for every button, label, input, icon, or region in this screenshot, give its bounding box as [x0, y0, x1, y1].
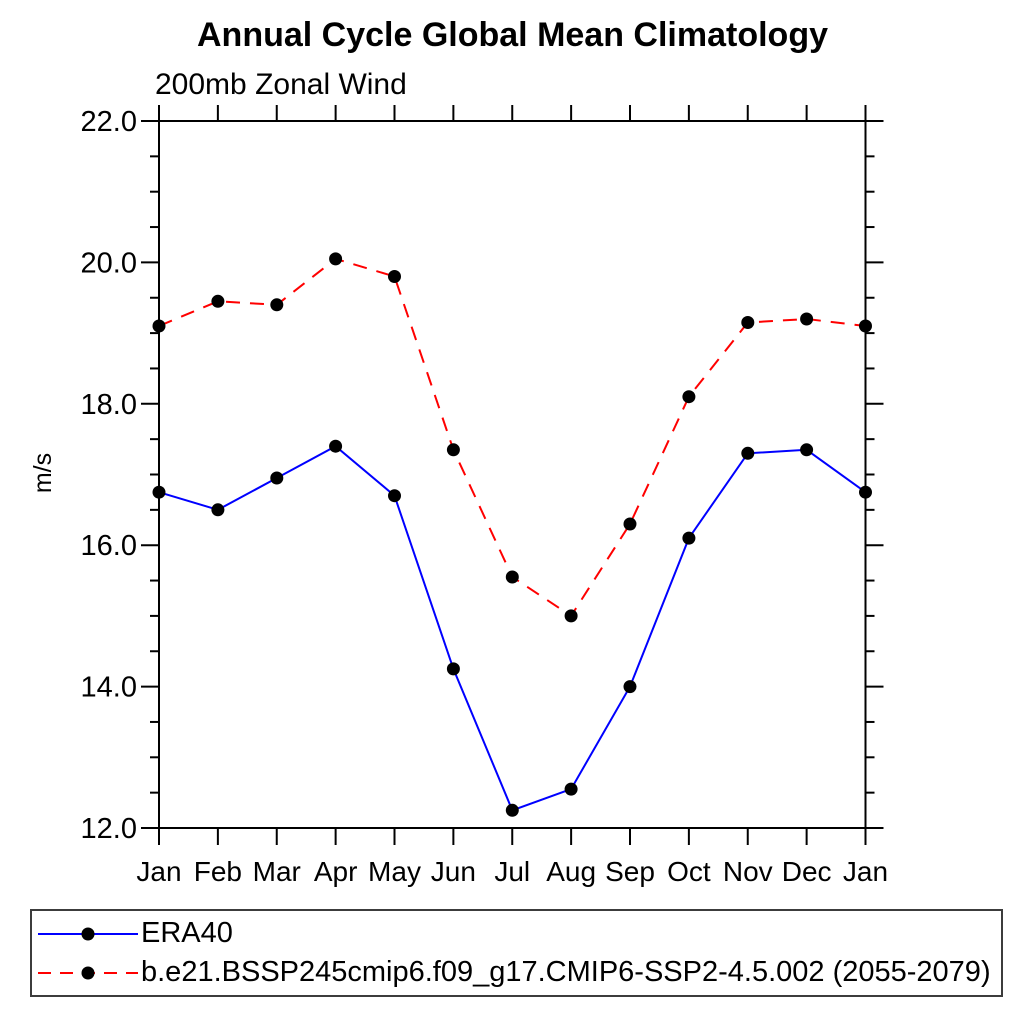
- legend-label: ERA40: [141, 917, 233, 949]
- data-point-marker: [741, 316, 755, 329]
- data-point-marker: [623, 517, 637, 531]
- data-point-marker: [329, 252, 343, 266]
- x-tick-label: Feb: [194, 856, 242, 887]
- legend-item-era40: ERA40: [32, 918, 1001, 950]
- y-tick-label: 16.0: [81, 530, 137, 562]
- chart-title: Annual Cycle Global Mean Climatology: [197, 16, 828, 54]
- data-point-marker: [388, 270, 401, 283]
- data-point-marker: [505, 570, 519, 584]
- series-markers-1: [152, 252, 872, 623]
- x-tick-label: Jul: [494, 856, 530, 887]
- data-point-marker: [388, 489, 401, 503]
- data-point-marker: [446, 662, 460, 676]
- series-line-1: [158, 257, 866, 618]
- legend-item-model: b.e21.BSSP245cmip6.f09_g17.CMIP6-SSP2-4.…: [32, 957, 1001, 989]
- data-point-marker: [800, 312, 814, 326]
- x-tick-label: Dec: [782, 856, 832, 887]
- data-point-marker: [682, 390, 696, 404]
- legend-line-sample-solid: [38, 927, 138, 940]
- x-tick-label: Aug: [546, 856, 596, 887]
- legend: ERA40 b.e21.BSSP245cmip6.f09_g17.CMIP6-S…: [30, 909, 1003, 997]
- series-line-0: [158, 444, 867, 812]
- data-point-marker: [446, 443, 460, 457]
- data-point-marker: [623, 680, 637, 694]
- y-tick-label: 12.0: [81, 813, 137, 845]
- y-tick-label: 18.0: [81, 389, 137, 421]
- x-tick-label: Sep: [605, 856, 655, 887]
- data-point-marker: [505, 803, 519, 817]
- chart-subtitle: 200mb Zonal Wind: [155, 68, 407, 101]
- data-point-marker: [859, 485, 872, 499]
- marker-dot-icon: [81, 966, 95, 979]
- y-tick-label: 22.0: [81, 106, 137, 138]
- x-tick-label: May: [368, 856, 421, 887]
- x-tick-label: Mar: [253, 856, 301, 887]
- data-point-marker: [211, 503, 225, 517]
- data-point-marker: [859, 319, 872, 333]
- data-point-marker: [270, 471, 284, 485]
- data-point-marker: [152, 319, 166, 333]
- x-tick-label: Jan: [136, 856, 181, 887]
- x-tick-label: Nov: [723, 856, 773, 887]
- legend-label: b.e21.BSSP245cmip6.f09_g17.CMIP6-SSP2-4.…: [141, 956, 991, 988]
- y-axis-ticks: 12.0 14.0 16.0 18.0 20.0 22.0: [81, 106, 884, 845]
- marker-dot-icon: [81, 927, 95, 940]
- data-point-marker: [270, 298, 284, 312]
- x-tick-label: Jun: [431, 856, 476, 887]
- y-tick-label: 14.0: [81, 672, 137, 704]
- plot-frame: [158, 120, 867, 829]
- x-tick-label: Apr: [314, 856, 358, 887]
- data-point-marker: [152, 485, 166, 499]
- legend-line-sample-dashed: [38, 966, 138, 979]
- x-axis-ticks: Jan Feb Mar Apr May Jun Jul Aug Sep Oct Nov Dec Jan: [136, 105, 888, 887]
- data-point-marker: [800, 443, 814, 457]
- y-tick-label: 20.0: [81, 247, 137, 279]
- x-tick-label: Oct: [667, 856, 711, 887]
- data-point-marker: [564, 782, 578, 796]
- x-tick-label: Jan: [843, 856, 888, 887]
- data-point-marker: [211, 294, 225, 308]
- data-point-marker: [329, 439, 343, 453]
- data-point-marker: [682, 531, 696, 545]
- data-point-marker: [564, 609, 578, 623]
- series-markers-0: [152, 439, 872, 817]
- data-point-marker: [741, 446, 755, 460]
